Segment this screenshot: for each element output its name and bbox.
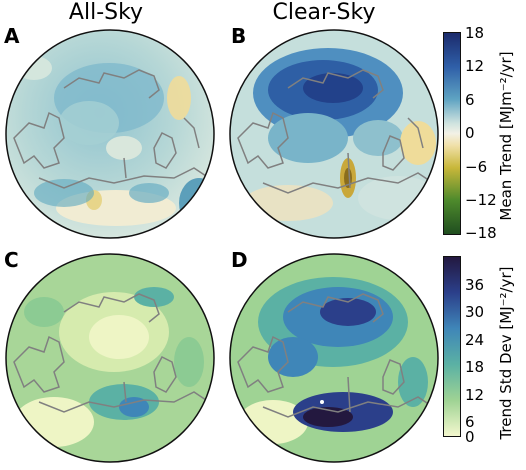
mean-trend-tick-0: 0 [465, 124, 475, 142]
panel-letter-d: D [231, 248, 248, 272]
std-dev-tick-6: 6 [465, 413, 475, 431]
mean-trend-tick-neg18: −18 [465, 224, 497, 242]
std-dev-tick-36: 36 [465, 276, 485, 294]
panel-letter-a: A [4, 24, 20, 48]
panel-letter-b: B [231, 24, 247, 48]
map-panel-d [229, 253, 439, 463]
all-sky-title: All-Sky [68, 0, 144, 25]
std-dev-tick-24: 24 [465, 331, 485, 349]
std-dev-tick-30: 30 [465, 303, 485, 321]
map-panel-a [5, 29, 215, 239]
std-dev-colorbar [443, 256, 461, 437]
std-dev-tick-18: 18 [465, 358, 485, 376]
mean-trend-colorbar [443, 32, 461, 235]
std-dev-tick-0: 0 [465, 428, 475, 446]
mean-trend-tick-18: 18 [465, 24, 485, 42]
std-dev-tick-12: 12 [465, 386, 485, 404]
std-dev-colorbar-label: Trend Std Dev [MJ⁻²/yr] [497, 266, 515, 440]
mean-trend-colorbar-label: Mean Trend [MJm⁻²/yr] [497, 51, 515, 221]
map-panel-b [229, 29, 439, 239]
mean-trend-tick-neg6: −6 [465, 158, 488, 176]
map-panel-c [5, 253, 215, 463]
mean-trend-tick-12: 12 [465, 57, 485, 75]
mean-trend-tick-neg12: −12 [465, 191, 497, 209]
clear-sky-title: Clear-Sky [272, 0, 376, 25]
panel-letter-c: C [4, 248, 19, 272]
mean-trend-tick-6: 6 [465, 91, 475, 109]
